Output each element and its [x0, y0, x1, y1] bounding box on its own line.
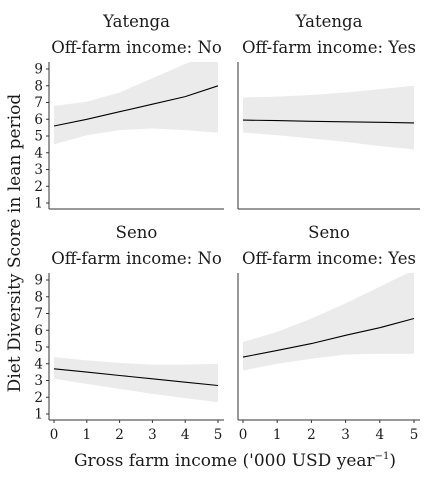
y-tick-label: 5	[34, 340, 43, 356]
y-tick-label: 6	[34, 112, 43, 128]
y-tick-label: 3	[34, 162, 43, 178]
fitted-line	[53, 85, 219, 127]
confidence-band	[54, 62, 218, 145]
x-axis-title-main: Gross farm income ('000 USD year	[74, 451, 376, 471]
x-tick-label: 3	[148, 427, 157, 443]
panel-title: Yatenga	[102, 12, 170, 31]
panel-subtitle: Off-farm income: No	[51, 38, 222, 57]
confidence-band	[243, 85, 414, 150]
panel-subtitle: Off-farm income: Yes	[242, 38, 416, 57]
x-tick-label: 2	[115, 427, 124, 443]
y-tick-label: 5	[34, 129, 43, 145]
x-tick-label: 0	[239, 427, 248, 443]
y-tick-label: 8	[34, 78, 43, 94]
panel-title: Seno	[116, 223, 158, 242]
y-tick-label: 8	[34, 289, 43, 305]
confidence-band	[243, 273, 414, 371]
x-axis-title-end: )	[389, 451, 396, 471]
y-tick-label: 1	[34, 196, 43, 212]
panel-2: Yatenga Off-farm income: Yes	[237, 12, 420, 210]
y-tick-label: 2	[34, 179, 43, 195]
fitted-line	[53, 368, 219, 387]
x-axis-title-sup: −1	[375, 451, 390, 462]
panel-title: Yatenga	[295, 12, 363, 31]
y-tick-label: 1	[34, 407, 43, 423]
y-tick-label: 9	[34, 62, 43, 78]
panel-subtitle: Off-farm income: Yes	[242, 249, 416, 268]
x-tick-label: 4	[376, 427, 385, 443]
y-tick-label: 7	[34, 306, 43, 322]
x-tick-label: 4	[181, 427, 190, 443]
fitted-line	[242, 119, 415, 124]
x-tick-label: 3	[341, 427, 350, 443]
fitted-line	[242, 317, 415, 358]
panel-4: Seno Off-farm income: Yes 0 1 2 3 4 5	[237, 223, 420, 443]
x-tick-label: 0	[50, 427, 59, 443]
confidence-band	[54, 357, 218, 403]
y-tick-label: 7	[34, 95, 43, 111]
x-tick-label: 1	[83, 427, 92, 443]
panel-subtitle: Off-farm income: No	[51, 249, 222, 268]
y-tick-label: 3	[34, 373, 43, 389]
x-axis-title: Gross farm income ('000 USD year−1)	[74, 451, 396, 471]
y-axis-title: Diet Diversity Score in lean period	[5, 94, 25, 393]
x-tick-label: 5	[410, 427, 419, 443]
x-tick-label: 5	[214, 427, 223, 443]
panel-title: Seno	[308, 223, 350, 242]
y-tick-label: 2	[34, 390, 43, 406]
y-tick-label: 6	[34, 323, 43, 339]
y-tick-label: 4	[34, 145, 43, 161]
x-tick-label: 2	[307, 427, 316, 443]
x-tick-label: 1	[273, 427, 282, 443]
y-tick-label: 4	[34, 356, 43, 372]
y-tick-label: 9	[34, 273, 43, 289]
